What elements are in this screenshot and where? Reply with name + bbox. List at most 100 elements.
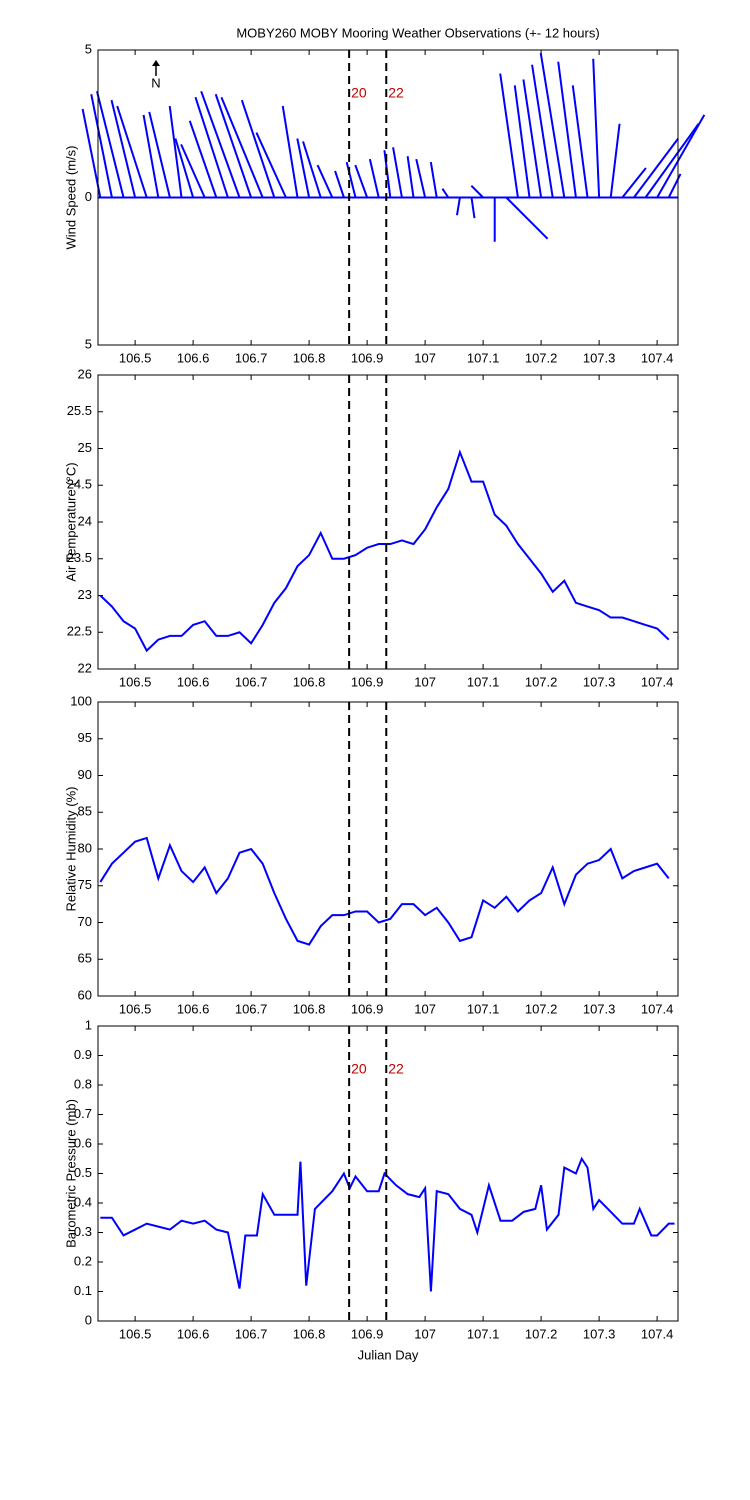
wind-stick (194, 96, 229, 198)
y-tick-label: 0 (85, 189, 92, 204)
wind-stick (220, 96, 264, 198)
data-line (100, 1156, 675, 1292)
y-tick-label: 23 (78, 587, 92, 602)
y-tick-label: 22.5 (67, 624, 92, 639)
x-tick-label: 106.7 (235, 1001, 268, 1016)
x-tick-label: 107 (414, 1001, 436, 1016)
y-axis-label: Wind Speed (m/s) (63, 145, 78, 249)
x-tick-label: 106.7 (235, 350, 268, 365)
plot-area (98, 702, 678, 996)
x-tick-label: 106.6 (177, 350, 210, 365)
x-tick-label: 106.5 (119, 674, 152, 689)
x-tick-label: 107.1 (467, 674, 500, 689)
x-tick-label: 106.6 (177, 1326, 210, 1341)
wind-stick (214, 93, 253, 198)
wind-stick (505, 196, 549, 240)
marker-label: 22 (388, 1061, 404, 1077)
plot-frame (97, 701, 679, 997)
y-tick-label: 5 (85, 41, 92, 56)
x-tick-label: 107.1 (467, 1001, 500, 1016)
y-tick-label: 0 (85, 1312, 92, 1327)
x-tick-label: 106.8 (293, 1326, 326, 1341)
wind-stick (539, 52, 566, 198)
wind-stick (95, 91, 125, 198)
y-tick-label: 5 (85, 336, 92, 351)
wind-stick (621, 167, 647, 199)
y-tick-label: 70 (78, 914, 92, 929)
y-tick-label: 95 (78, 730, 92, 745)
wind-stick (522, 79, 543, 198)
wind-stick (296, 138, 311, 198)
x-tick-label: 106.9 (351, 350, 384, 365)
wind-stick (200, 90, 241, 198)
x-tick-label: 107.1 (467, 1326, 500, 1341)
y-tick-label: 24.5 (67, 477, 92, 492)
x-tick-label: 107.3 (583, 1326, 616, 1341)
marker-label: 20 (351, 1061, 367, 1077)
wind-stick (281, 105, 299, 198)
plot-area (98, 1026, 678, 1321)
x-tick-label: 107.3 (583, 674, 616, 689)
y-axis-label: Barometric Pressure (mb) (63, 1099, 78, 1248)
y-tick-label: 0.2 (74, 1253, 92, 1268)
plot-frame (97, 1025, 679, 1322)
wind-stick (571, 85, 589, 198)
wind-stick (644, 123, 700, 199)
x-tick-label: 107.3 (583, 1001, 616, 1016)
x-tick-label: 107.2 (525, 1001, 558, 1016)
y-tick-label: 24 (78, 513, 92, 528)
wind-stick (592, 58, 601, 198)
wind-stick (455, 197, 461, 216)
y-tick-label: 0.6 (74, 1135, 92, 1150)
wind-stick (110, 99, 137, 198)
x-tick-label: 107.4 (641, 674, 674, 689)
marker-label: 20 (351, 85, 367, 101)
wind-stick (240, 99, 276, 198)
wind-stick (429, 161, 438, 198)
y-tick-label: 0.7 (74, 1106, 92, 1121)
wind-stick (470, 184, 484, 199)
y-axis-label: Air Temperature (°C) (63, 462, 78, 581)
north-label: N (151, 75, 160, 90)
wind-stick (415, 158, 427, 198)
x-tick-label: 107 (414, 674, 436, 689)
wind-stick (368, 158, 380, 198)
wind-stick (557, 61, 577, 198)
y-tick-label: 0.9 (74, 1047, 92, 1062)
x-tick-label: 106.8 (293, 350, 326, 365)
wind-stick (255, 132, 287, 198)
y-tick-label: 1 (85, 1017, 92, 1032)
x-tick-label: 107.2 (525, 350, 558, 365)
plot-frame (97, 49, 679, 346)
wind-stick (513, 85, 531, 198)
wind-stick (116, 105, 148, 198)
x-tick-label: 106.5 (119, 1001, 152, 1016)
x-tick-label: 106.7 (235, 674, 268, 689)
plot-area (98, 375, 678, 669)
x-axis-label: Julian Day (358, 1347, 419, 1362)
wind-stick (174, 138, 195, 198)
wind-stick (441, 188, 450, 199)
x-tick-label: 107.2 (525, 1326, 558, 1341)
y-tick-label: 26 (78, 366, 92, 381)
wind-stick (148, 111, 171, 198)
wind-stick (81, 108, 102, 198)
chart-title: MOBY260 MOBY Mooring Weather Observation… (236, 25, 599, 40)
x-tick-label: 106.7 (235, 1326, 268, 1341)
y-tick-label: 0.3 (74, 1224, 92, 1239)
y-tick-label: 60 (78, 987, 92, 1002)
y-tick-label: 90 (78, 767, 92, 782)
wind-stick (609, 123, 621, 198)
x-tick-label: 106.8 (293, 1001, 326, 1016)
y-tick-label: 23.5 (67, 550, 92, 565)
x-tick-label: 106.9 (351, 1326, 384, 1341)
y-tick-label: 0.5 (74, 1165, 92, 1180)
y-tick-label: 85 (78, 804, 92, 819)
x-tick-label: 107.1 (467, 350, 500, 365)
wind-stick (188, 120, 218, 198)
wind-stick (354, 164, 369, 198)
wind-stick (316, 164, 334, 198)
x-tick-label: 106.5 (119, 1326, 152, 1341)
wind-stick (180, 143, 206, 198)
